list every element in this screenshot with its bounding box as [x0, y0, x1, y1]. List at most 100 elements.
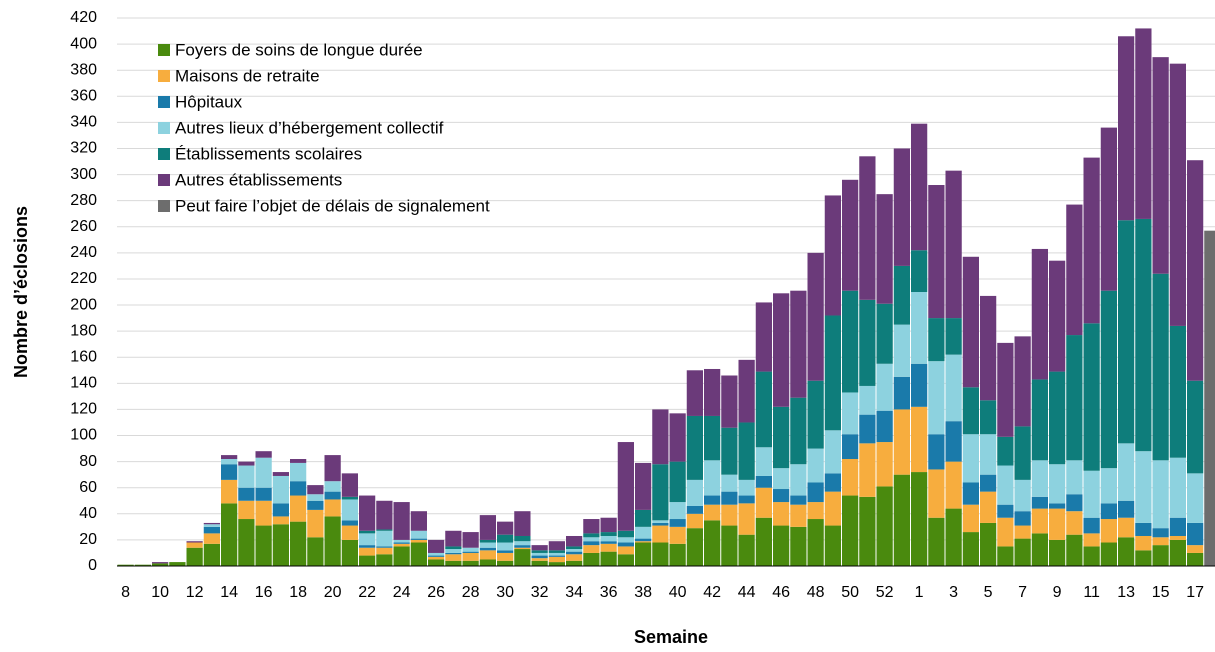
- bar-segment: [497, 560, 514, 566]
- bar-segment: [1049, 503, 1066, 509]
- bar-segment: [893, 376, 910, 410]
- bar-segment: [893, 265, 910, 325]
- bar-segment: [962, 504, 979, 533]
- bar-segment: [307, 537, 324, 566]
- bar-segment: [1083, 533, 1100, 547]
- bar-segment: [462, 552, 479, 561]
- bar-segment: [824, 473, 841, 492]
- bar-segment: [1014, 538, 1031, 566]
- bar-segment: [307, 485, 324, 495]
- bar-segment: [566, 554, 583, 561]
- x-tick-label: 15: [1152, 584, 1170, 601]
- y-tick-label: 240: [70, 244, 97, 261]
- bar-segment: [876, 303, 893, 364]
- bar-segment: [824, 430, 841, 474]
- bar-segment: [152, 562, 169, 564]
- bar-segment: [600, 543, 617, 552]
- bar-segment: [755, 517, 772, 566]
- bar-segment: [945, 318, 962, 355]
- bar-segment: [721, 491, 738, 505]
- bar-segment: [807, 482, 824, 503]
- x-tick-label: 9: [1053, 584, 1062, 601]
- legend-swatch: [158, 96, 170, 108]
- bar-segment: [514, 545, 531, 548]
- bar-segment: [962, 532, 979, 566]
- bar-segment: [962, 387, 979, 435]
- legend-label: Autres établissements: [175, 170, 342, 189]
- bar-segment: [755, 447, 772, 476]
- bar-segment: [445, 546, 462, 550]
- bar-segment: [721, 504, 738, 526]
- bar-segment: [376, 546, 393, 548]
- bar-segment: [583, 545, 600, 553]
- bar-segment: [1187, 522, 1204, 546]
- bar-segment: [428, 552, 445, 556]
- bar-segment: [359, 547, 376, 556]
- bar-segment: [876, 194, 893, 304]
- bar-segment: [893, 148, 910, 266]
- bar-segment: [203, 543, 220, 566]
- bar-segment: [341, 525, 358, 540]
- bar-segment: [410, 542, 427, 566]
- bar-segment: [997, 504, 1014, 518]
- bar-segment: [669, 543, 686, 566]
- bar-segment: [859, 385, 876, 415]
- bar-segment: [859, 496, 876, 566]
- bar-segment: [221, 479, 238, 504]
- bar-segment: [1118, 36, 1135, 221]
- x-tick-label: 1: [915, 584, 924, 601]
- bar-segment: [566, 546, 583, 550]
- bar-segment: [1135, 451, 1152, 523]
- bar-segment: [255, 457, 272, 488]
- y-tick-label: 80: [79, 453, 97, 470]
- bar-segment: [221, 459, 238, 465]
- bar-segment: [393, 502, 410, 540]
- legend-label: Autres lieux d’hébergement collectif: [175, 118, 444, 137]
- bar-segment: [773, 525, 790, 566]
- legend-swatch: [158, 148, 170, 160]
- bar-segment: [479, 539, 496, 543]
- x-tick-label: 28: [462, 584, 480, 601]
- bar-segment: [410, 530, 427, 539]
- bar-segment: [790, 495, 807, 505]
- bar-segment: [393, 542, 410, 544]
- x-tick-label: 5: [984, 584, 993, 601]
- bar-segment: [1135, 522, 1152, 536]
- bar-segment: [790, 526, 807, 566]
- x-tick-label: 18: [289, 584, 307, 601]
- bar-segment: [859, 299, 876, 386]
- bar-segment: [531, 555, 548, 559]
- bar-segment: [152, 563, 169, 566]
- bar-segment: [376, 547, 393, 555]
- bar-segment: [1118, 500, 1135, 518]
- y-tick-label: 320: [70, 140, 97, 157]
- x-tick-label: 52: [876, 584, 894, 601]
- bar-segment: [531, 545, 548, 551]
- x-tick-label: 46: [772, 584, 790, 601]
- bar-segment: [290, 481, 307, 496]
- bar-segment: [428, 556, 445, 560]
- y-tick-label: 40: [79, 505, 97, 522]
- bar-segment: [497, 552, 514, 561]
- y-tick-label: 260: [70, 218, 97, 235]
- bar-segment: [1118, 517, 1135, 538]
- bar-segment: [1049, 371, 1066, 465]
- bar-segment: [272, 503, 289, 517]
- bar-segment: [479, 559, 496, 566]
- bar-segment: [376, 530, 393, 547]
- bar-segment: [531, 558, 548, 561]
- y-tick-label: 60: [79, 479, 97, 496]
- bar-segment: [186, 541, 203, 543]
- bar-segment: [807, 502, 824, 520]
- bar-segment: [755, 487, 772, 518]
- bar-segment: [255, 487, 272, 501]
- x-tick-label: 11: [1083, 584, 1100, 601]
- bar-segment: [341, 499, 358, 521]
- bar-segment: [721, 427, 738, 475]
- bar-segment: [497, 550, 514, 553]
- bar-segment: [928, 185, 945, 319]
- bar-segment: [997, 546, 1014, 566]
- bar-segment: [600, 541, 617, 544]
- bar-segment: [1100, 127, 1117, 291]
- bar-segment: [359, 495, 376, 531]
